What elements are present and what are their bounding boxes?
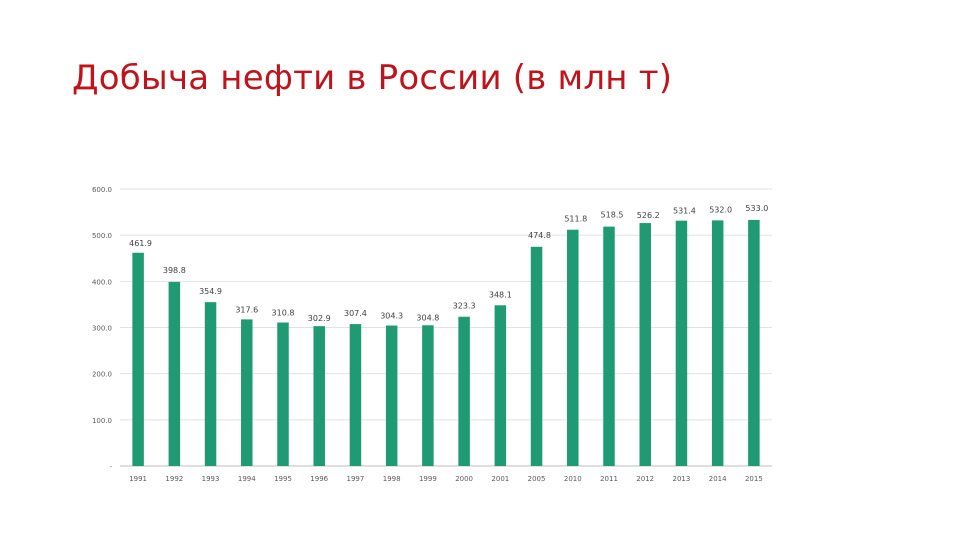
data-label: 531.4	[673, 207, 696, 216]
data-label: 354.9	[199, 287, 222, 296]
data-label: 310.8	[272, 309, 295, 318]
data-label: 317.6	[235, 305, 258, 314]
bar	[530, 246, 543, 466]
bar	[204, 302, 217, 466]
y-tick-label: 100.0	[92, 417, 112, 425]
y-tick-label: -	[109, 463, 112, 471]
y-tick-label: 400.0	[92, 278, 112, 286]
y-tick-label: 600.0	[92, 186, 112, 194]
bar	[422, 325, 434, 466]
x-tick-label: 1996	[310, 475, 328, 483]
data-label: 533.0	[745, 204, 768, 213]
x-tick-label: 1991	[129, 475, 147, 483]
x-tick-label: 2015	[745, 475, 763, 483]
gridlines	[120, 188, 772, 467]
bar	[458, 316, 470, 466]
x-tick-label: 1999	[419, 475, 437, 483]
bar	[349, 324, 362, 466]
bar	[711, 220, 724, 466]
data-label: 348.1	[489, 290, 512, 299]
y-tick-label: 200.0	[92, 371, 112, 379]
bar	[748, 219, 760, 466]
bar	[313, 326, 325, 466]
data-label: 461.9	[129, 239, 152, 248]
x-tick-label: 2014	[709, 475, 727, 483]
x-tick-label: 2012	[636, 475, 654, 483]
x-tick-label: 2010	[564, 475, 582, 483]
bar	[639, 223, 651, 466]
bar	[675, 220, 688, 466]
y-tick-label: 300.0	[92, 325, 112, 333]
data-labels: 461.9 398.8 354.9 317.6 310.8 302.9 307.4 304.3…	[129, 204, 768, 323]
y-axis-tick-labels: - 100.0 200.0 300.0 400.0 500.0 600.0	[92, 186, 113, 471]
x-tick-label: 2005	[528, 475, 546, 483]
page-title: Добыча нефти в России (в млн т)	[72, 58, 673, 98]
data-label: 474.8	[528, 231, 551, 240]
bar	[168, 281, 181, 466]
x-tick-label: 1998	[383, 475, 401, 483]
data-label: 398.8	[163, 266, 186, 275]
bar	[241, 319, 253, 466]
bar	[385, 325, 398, 466]
data-label: 323.3	[453, 302, 476, 311]
x-tick-label: 2011	[600, 475, 618, 483]
x-tick-label: 2000	[455, 475, 473, 483]
data-label: 518.5	[601, 211, 624, 220]
bar	[132, 252, 144, 466]
data-label: 304.3	[380, 312, 403, 321]
data-label: 532.0	[709, 205, 732, 214]
x-tick-label: 1992	[165, 475, 183, 483]
bar	[567, 229, 579, 466]
x-tick-label: 1995	[274, 475, 292, 483]
x-tick-label: 1993	[202, 475, 220, 483]
x-tick-label: 2001	[491, 475, 509, 483]
x-tick-label: 1997	[347, 475, 365, 483]
x-tick-label: 1994	[238, 475, 256, 483]
data-label: 304.8	[416, 313, 439, 322]
data-label: 307.4	[344, 309, 367, 318]
data-label: 302.9	[308, 314, 331, 323]
x-axis-tick-labels: 1991 1992 1993 1994 1995 1996 1997 1998 1999 2000…	[129, 475, 763, 483]
y-tick-label: 500.0	[92, 232, 112, 240]
bar	[277, 322, 289, 466]
data-label: 511.8	[564, 215, 587, 224]
bar	[603, 226, 615, 466]
bar	[494, 305, 507, 466]
bars	[132, 219, 760, 466]
data-label: 526.2	[637, 211, 660, 220]
x-tick-label: 2013	[673, 475, 691, 483]
